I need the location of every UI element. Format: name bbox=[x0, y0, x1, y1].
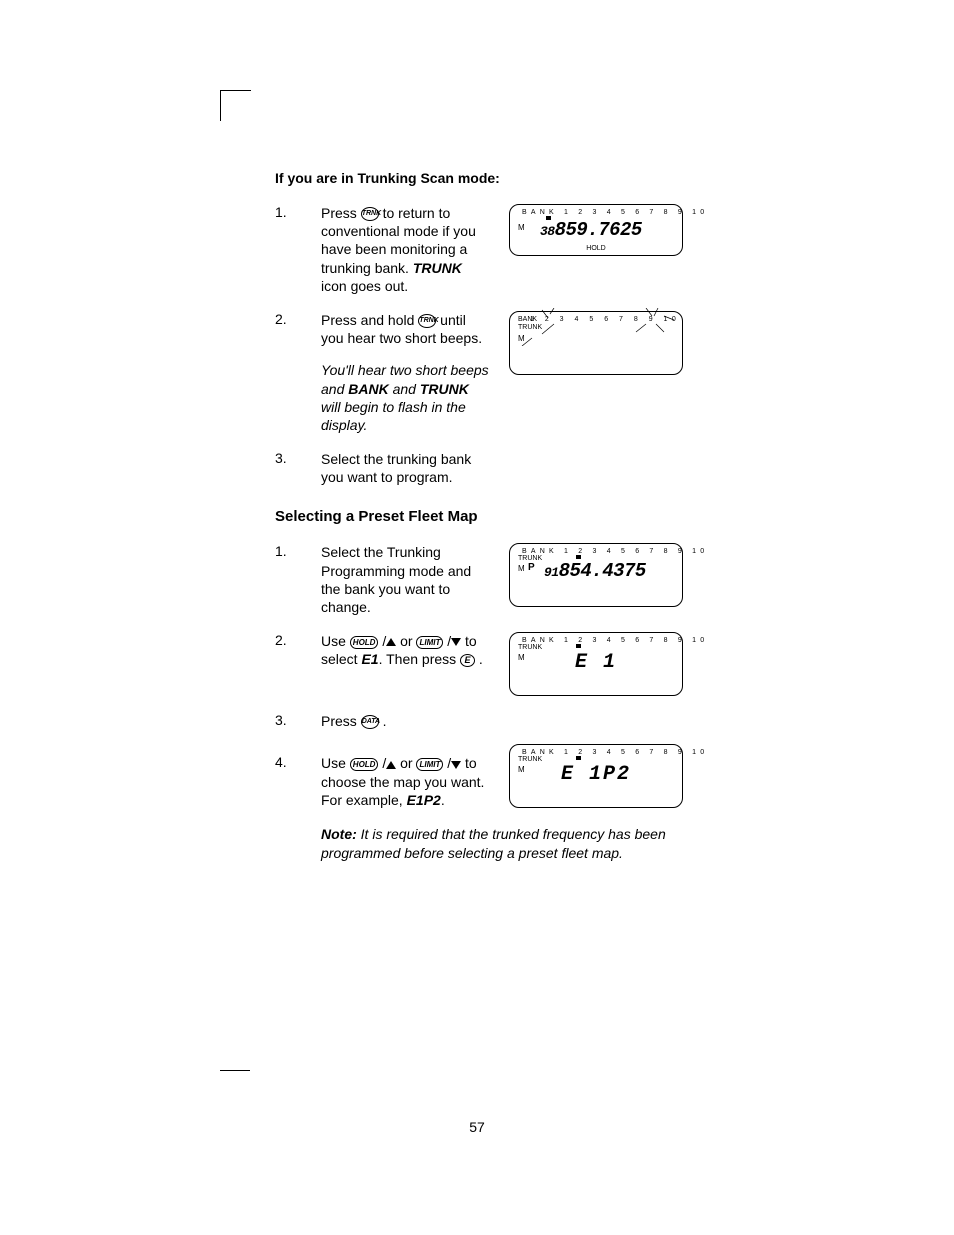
step-text: Select the trunking bank you want to pro… bbox=[321, 450, 501, 486]
step-text: Select the Trunking Programming mode and… bbox=[321, 543, 501, 616]
trunk-button-icon: TRNK bbox=[418, 314, 436, 328]
heading-trunking-mode: If you are in Trunking Scan mode: bbox=[275, 170, 689, 186]
step-number: 3. bbox=[275, 450, 321, 466]
lcd-banks: BANK 1 2 3 4 5 6 7 8 9 10 bbox=[522, 548, 676, 555]
trunk-button-icon: TRNK bbox=[361, 207, 379, 221]
step-text: Use HOLD / or LIMIT / to select E1. Then… bbox=[321, 632, 501, 668]
step-number: 2. bbox=[275, 311, 321, 327]
down-arrow-icon bbox=[451, 638, 461, 646]
lcd-col: BANK 1 2 3 4 5 6 7 8 9 10 M 38859.7625 H… bbox=[509, 204, 689, 256]
lcd-hold-label: HOLD bbox=[510, 245, 682, 252]
lcd-display-3: BANK 1 2 3 4 5 6 7 8 9 10 TRUNK M P 9185… bbox=[509, 543, 683, 607]
lcd-trunk-label: TRUNK bbox=[518, 644, 542, 651]
crop-mark-tl bbox=[220, 90, 251, 121]
trunk-step-2: 2. Press and hold TRNK until you hear tw… bbox=[275, 311, 689, 434]
lcd-bank-marker bbox=[576, 756, 581, 760]
step-text: Press DATA . bbox=[321, 712, 501, 730]
preset-step-1: 1. Select the Trunking Programming mode … bbox=[275, 543, 689, 616]
step-number: 1. bbox=[275, 543, 321, 559]
note-text: Note: It is required that the trunked fr… bbox=[321, 825, 689, 863]
lcd-col: 1 2 3 4 5 6 7 8 9 10 BANK TRUNK M bbox=[509, 311, 689, 375]
lcd-frequency: 38859.7625 bbox=[540, 219, 642, 241]
lcd-banks: BANK 1 2 3 4 5 6 7 8 9 10 bbox=[522, 209, 676, 216]
data-button-icon: DATA bbox=[361, 715, 379, 729]
up-arrow-icon bbox=[386, 638, 396, 646]
preset-step-4: 4. Use HOLD / or LIMIT / to choose the m… bbox=[275, 754, 689, 809]
lcd-banks: BANK 1 2 3 4 5 6 7 8 9 10 bbox=[522, 749, 676, 756]
lcd-col: BANK 1 2 3 4 5 6 7 8 9 10 TRUNK M E 1 bbox=[509, 632, 689, 696]
down-arrow-icon bbox=[451, 761, 461, 769]
limit-button-icon: LIMIT bbox=[416, 636, 443, 649]
lcd-trunk-label: TRUNK bbox=[518, 756, 542, 763]
hold-button-icon: HOLD bbox=[350, 758, 379, 771]
page-number: 57 bbox=[0, 1119, 954, 1135]
lcd-col: BANK 1 2 3 4 5 6 7 8 9 10 TRUNK M E 1P2 bbox=[509, 754, 689, 808]
lcd-p-indicator: P bbox=[528, 562, 535, 573]
step-number: 4. bbox=[275, 754, 321, 770]
hold-button-icon: HOLD bbox=[350, 636, 379, 649]
lcd-display-2: 1 2 3 4 5 6 7 8 9 10 BANK TRUNK M bbox=[509, 311, 683, 375]
lcd-m-indicator: M bbox=[518, 564, 525, 573]
up-arrow-icon bbox=[386, 761, 396, 769]
step-text: Press TRNK to return to conventional mod… bbox=[321, 204, 501, 295]
lcd-m-indicator: M bbox=[518, 223, 525, 232]
lcd-display-1: BANK 1 2 3 4 5 6 7 8 9 10 M 38859.7625 H… bbox=[509, 204, 683, 256]
lcd-col: BANK 1 2 3 4 5 6 7 8 9 10 TRUNK M P 9185… bbox=[509, 543, 689, 607]
lcd-display-4: BANK 1 2 3 4 5 6 7 8 9 10 TRUNK M E 1 bbox=[509, 632, 683, 696]
heading-preset-fleet: Selecting a Preset Fleet Map bbox=[275, 508, 689, 525]
preset-step-2: 2. Use HOLD / or LIMIT / to select E1. T… bbox=[275, 632, 689, 696]
lcd-frequency: 91854.4375 bbox=[544, 560, 646, 582]
flash-lines-icon bbox=[512, 308, 562, 346]
crop-mark-ml bbox=[220, 1070, 250, 1072]
flash-lines-icon bbox=[628, 308, 678, 346]
e-button-icon: E bbox=[460, 654, 475, 667]
lcd-bank-marker bbox=[576, 644, 581, 648]
step-number: 1. bbox=[275, 204, 321, 220]
step-number: 3. bbox=[275, 712, 321, 728]
lcd-value: E 1P2 bbox=[510, 763, 682, 786]
lcd-banks: BANK 1 2 3 4 5 6 7 8 9 10 bbox=[522, 637, 676, 644]
trunk-step-1: 1. Press TRNK to return to conventional … bbox=[275, 204, 689, 295]
trunk-step-3: 3. Select the trunking bank you want to … bbox=[275, 450, 689, 486]
lcd-bank-marker bbox=[576, 555, 581, 559]
preset-step-3: 3. Press DATA . bbox=[275, 712, 689, 730]
lcd-value: E 1 bbox=[510, 651, 682, 674]
page: If you are in Trunking Scan mode: 1. Pre… bbox=[0, 0, 954, 1235]
lcd-display-5: BANK 1 2 3 4 5 6 7 8 9 10 TRUNK M E 1P2 bbox=[509, 744, 683, 808]
lcd-trunk-label: TRUNK bbox=[518, 555, 542, 562]
step-text: Use HOLD / or LIMIT / to choose the map … bbox=[321, 754, 501, 809]
step-number: 2. bbox=[275, 632, 321, 648]
step-italic-note: You'll hear two short beeps and BANK and… bbox=[321, 361, 491, 434]
limit-button-icon: LIMIT bbox=[416, 758, 443, 771]
step-text: Press and hold TRNK until you hear two s… bbox=[321, 311, 501, 434]
